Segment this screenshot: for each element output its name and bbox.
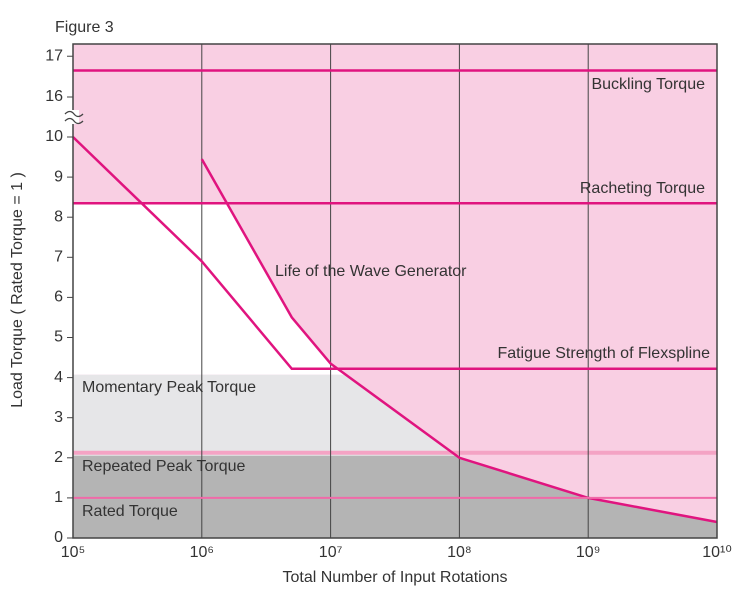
y-axis-label: Load Torque ( Rated Torque = 1 ) <box>9 172 26 408</box>
series-label: Buckling Torque <box>591 76 705 93</box>
white-region <box>73 203 346 375</box>
plot-frame <box>72 43 718 539</box>
y-tick-label: 2 <box>54 449 63 466</box>
x-tick-label: 10⁸ <box>447 544 472 561</box>
x-tick-label: 10⁹ <box>576 544 601 561</box>
x-tick-label: 10⁵ <box>61 544 85 561</box>
axis-break <box>64 110 84 125</box>
axis-break-gap <box>69 110 79 124</box>
series-label: Fatigue Strength of Flexspline <box>497 345 710 362</box>
y-tick-label: 6 <box>54 289 63 306</box>
series-label: Repeated Peak Torque <box>82 458 245 475</box>
series-label: Rated Torque <box>82 503 178 520</box>
series-label: Life of the Wave Generator <box>275 263 467 280</box>
x-tick-label: 10¹⁰ <box>702 544 732 561</box>
x-tick-label: 10⁶ <box>190 544 214 561</box>
series-line <box>200 158 718 524</box>
y-tick-label: 17 <box>45 47 63 64</box>
y-tick-label: 5 <box>54 329 63 346</box>
figure-label: Figure 3 <box>55 19 114 36</box>
y-tick-label: 4 <box>54 369 63 386</box>
x-tick-label: 10⁷ <box>319 544 343 561</box>
y-tick-label: 7 <box>54 249 63 266</box>
y-tick-label: 10 <box>45 128 63 145</box>
x-axis-label: Total Number of Input Rotations <box>282 569 507 586</box>
series-line <box>72 136 717 371</box>
y-tick-label: 9 <box>54 168 63 185</box>
y-tick-label: 16 <box>45 88 63 105</box>
y-tick-label: 0 <box>54 529 63 546</box>
series-label: Racheting Torque <box>580 180 705 197</box>
y-tick-label: 3 <box>54 409 63 426</box>
series-label: Momentary Peak Torque <box>82 379 256 396</box>
y-tick-label: 1 <box>54 489 63 506</box>
y-tick-label: 8 <box>54 208 63 225</box>
